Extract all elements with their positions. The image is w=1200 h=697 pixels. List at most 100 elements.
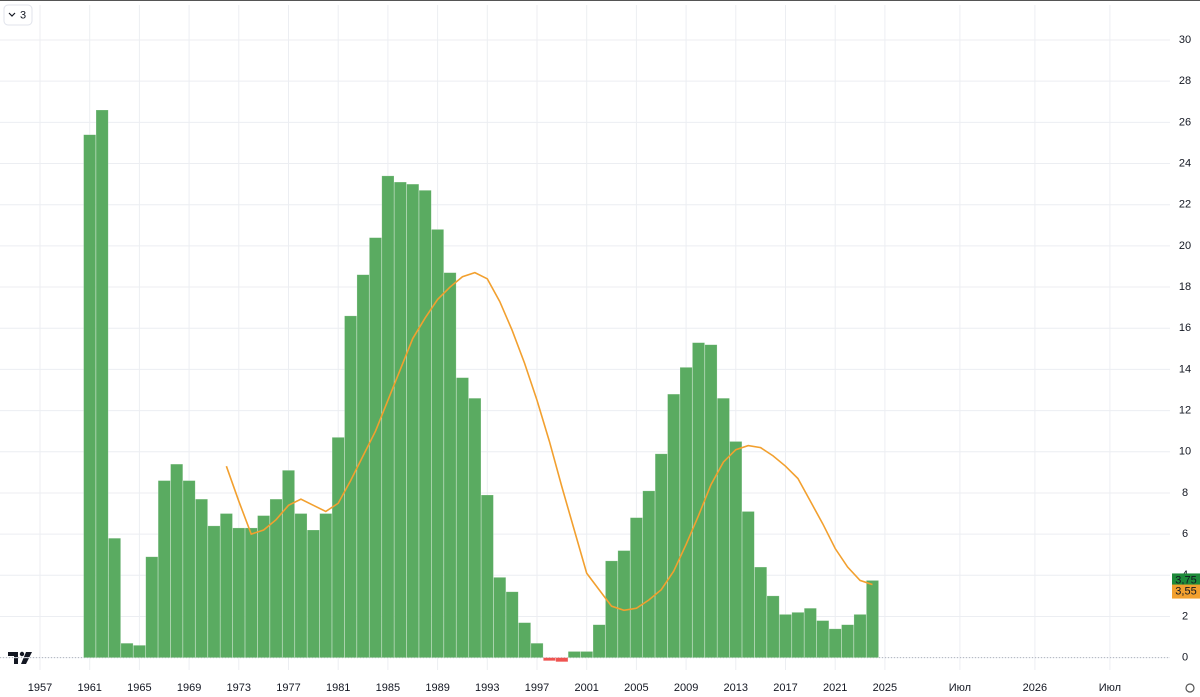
- bar: [431, 229, 444, 658]
- bar: [306, 529, 320, 658]
- x-tick-label: 1993: [475, 682, 499, 694]
- bar: [679, 367, 693, 658]
- axes: 0246810121416182022242628301957196119651…: [28, 34, 1200, 694]
- bar: [83, 134, 97, 658]
- bar: [654, 453, 668, 658]
- bar: [157, 480, 171, 658]
- chevron: [8, 12, 16, 17]
- bar: [505, 591, 519, 658]
- x-tick-label: 1961: [77, 682, 101, 694]
- bar: [543, 657, 556, 662]
- y-tick-label: 22: [1179, 199, 1191, 211]
- bar: [580, 651, 594, 658]
- interval-box[interactable]: [3, 4, 33, 26]
- x-tick-label: 2005: [624, 682, 648, 694]
- price-label-box: [1172, 584, 1200, 599]
- bar: [133, 644, 146, 658]
- bar: [704, 344, 718, 658]
- bar: [629, 517, 643, 658]
- bar: [754, 566, 768, 658]
- bar: [853, 614, 867, 658]
- bar: [393, 181, 407, 658]
- x-tick-label: Июл: [949, 682, 971, 694]
- x-tick-label: 1957: [28, 682, 52, 694]
- bar: [518, 622, 531, 658]
- bar: [456, 377, 469, 658]
- gear[interactable]: [1185, 683, 1195, 693]
- bar: [406, 183, 420, 658]
- price-label: 3,75: [1175, 574, 1196, 586]
- bar: [816, 620, 830, 658]
- y-tick-label: 16: [1179, 322, 1191, 334]
- bar: [605, 560, 618, 658]
- bar: [108, 537, 121, 658]
- bar: [207, 525, 221, 658]
- settings-icon[interactable]: [1185, 683, 1195, 693]
- y-tick-label: 20: [1179, 240, 1191, 252]
- bar: [555, 657, 569, 663]
- bar: [269, 498, 283, 658]
- moving-average-line: [225, 271, 873, 612]
- bar: [729, 441, 743, 658]
- y-tick-label: 14: [1179, 363, 1191, 375]
- interval-button[interactable]: 3: [3, 4, 33, 26]
- bar: [667, 393, 681, 658]
- y-tick-label: 2: [1182, 610, 1188, 622]
- bar: [592, 624, 606, 658]
- x-tick-label: 1977: [276, 682, 300, 694]
- logo-part: [19, 651, 25, 657]
- x-tick-label: 1973: [227, 682, 251, 694]
- y-tick-label: 6: [1182, 528, 1188, 540]
- x-tick-label: 2009: [674, 682, 698, 694]
- bar: [642, 490, 656, 658]
- bar: [356, 274, 370, 658]
- bar: [381, 175, 395, 658]
- y-tick-label: 28: [1179, 75, 1191, 87]
- bar: [294, 513, 308, 658]
- bar: [331, 437, 345, 658]
- bar: [803, 607, 817, 658]
- bar: [170, 463, 184, 658]
- bar: [219, 513, 233, 658]
- x-tick-label: 1981: [326, 682, 350, 694]
- y-tick-label: 24: [1179, 157, 1191, 169]
- x-tick-label: 1997: [525, 682, 549, 694]
- bar: [120, 642, 134, 658]
- bar: [468, 397, 482, 658]
- bar: [617, 550, 631, 658]
- bar: [766, 595, 780, 658]
- bar: [282, 469, 295, 658]
- bar: [493, 577, 507, 658]
- bar: [319, 513, 333, 658]
- x-tick-label: Июл: [1099, 682, 1121, 694]
- price-label-box: [1172, 573, 1200, 588]
- bar: [257, 515, 271, 658]
- y-tick-label: 8: [1182, 487, 1188, 499]
- x-tick-label: 1985: [376, 682, 400, 694]
- bar: [791, 612, 805, 658]
- plot: [83, 109, 879, 663]
- x-tick-label: 1965: [127, 682, 151, 694]
- interval-label: 3: [20, 9, 26, 21]
- x-tick-label: 2026: [1023, 682, 1047, 694]
- bar: [418, 189, 432, 658]
- bar: [828, 628, 842, 658]
- bar: [716, 397, 730, 658]
- y-tick-label: 26: [1179, 116, 1191, 128]
- x-tick-label: 1989: [425, 682, 449, 694]
- bar: [480, 494, 494, 658]
- bar: [95, 109, 109, 658]
- logo-part: [8, 652, 18, 664]
- y-tick-label: 30: [1179, 34, 1191, 46]
- bar: [195, 498, 208, 658]
- x-tick-label: 2001: [574, 682, 598, 694]
- x-tick-label: 1969: [177, 682, 201, 694]
- bar: [692, 342, 705, 658]
- x-tick-label: 2013: [724, 682, 748, 694]
- x-tick-label: 2021: [823, 682, 847, 694]
- grid: [0, 5, 1170, 670]
- bar: [369, 237, 382, 658]
- bar: [866, 580, 879, 658]
- bar: [182, 480, 196, 658]
- x-tick-label: 2017: [773, 682, 797, 694]
